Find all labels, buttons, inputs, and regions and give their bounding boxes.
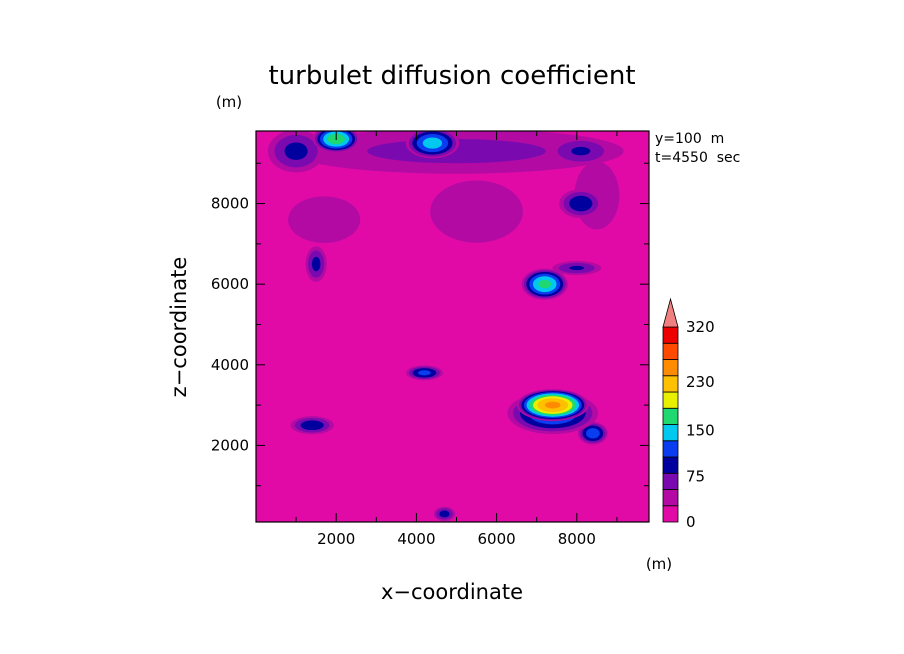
x-tick-label: 4000 [397, 530, 435, 548]
contour-region [422, 137, 443, 149]
annotation-time: t=4550 sec [655, 150, 740, 166]
colorbar-label: 320 [686, 318, 715, 336]
contour-region [300, 420, 324, 431]
colorbar-label: 230 [686, 373, 715, 391]
plot-frame [255, 130, 650, 523]
y-axis-ticks: 2000 4000 6000 8000 [211, 162, 649, 487]
colorbar-extend-arrow [662, 297, 679, 328]
colorbar-segment [662, 326, 679, 344]
x-axis-label: x−coordinate [381, 580, 523, 604]
plot-area [256, 131, 649, 522]
chart-title: turbulet diffusion coefficient [268, 61, 635, 91]
contour-region [311, 256, 321, 272]
colorbar-label: 0 [686, 513, 696, 531]
contour-region [418, 370, 431, 376]
contour-region [538, 279, 552, 289]
x-tick-label: 6000 [478, 530, 516, 548]
x-tick-label: 8000 [558, 530, 596, 548]
colorbar-segment [662, 407, 679, 425]
colorbar-label: 150 [686, 422, 715, 440]
colorbar-segment [662, 424, 679, 442]
x-axis-unit: (m) [646, 555, 672, 573]
annotation-y-position: y=100 m [655, 131, 724, 147]
colorbar-segment [662, 456, 679, 474]
contour-region [284, 142, 308, 160]
colorbar-segment [662, 359, 679, 377]
y-axis-label: z−coordinate [167, 257, 191, 398]
x-axis-ticks: 2000 4000 6000 8000 [295, 131, 618, 548]
y-axis-unit: (m) [216, 93, 242, 111]
contour-region [439, 510, 450, 518]
colorbar-segment [662, 375, 679, 393]
colorbar-segment [662, 440, 679, 458]
colorbar-segment [662, 342, 679, 360]
colorbar: 0 75 150 230 320 [662, 297, 715, 531]
contour-region [585, 428, 600, 439]
contour-region [288, 196, 361, 244]
contour-region [569, 195, 593, 212]
y-tick-label: 2000 [211, 436, 249, 454]
colorbar-segment [662, 391, 679, 409]
contour-region [569, 265, 585, 271]
colorbar-segment [662, 489, 679, 507]
contour-region [545, 401, 561, 409]
y-tick-label: 8000 [211, 195, 249, 213]
y-tick-label: 4000 [211, 356, 249, 374]
colorbar-segment [662, 472, 679, 490]
contour-region [430, 180, 523, 243]
colorbar-label: 75 [686, 467, 705, 485]
x-tick-label: 2000 [317, 530, 355, 548]
colorbar-segment [662, 505, 679, 523]
contour-region [571, 146, 591, 156]
y-tick-label: 6000 [211, 275, 249, 293]
